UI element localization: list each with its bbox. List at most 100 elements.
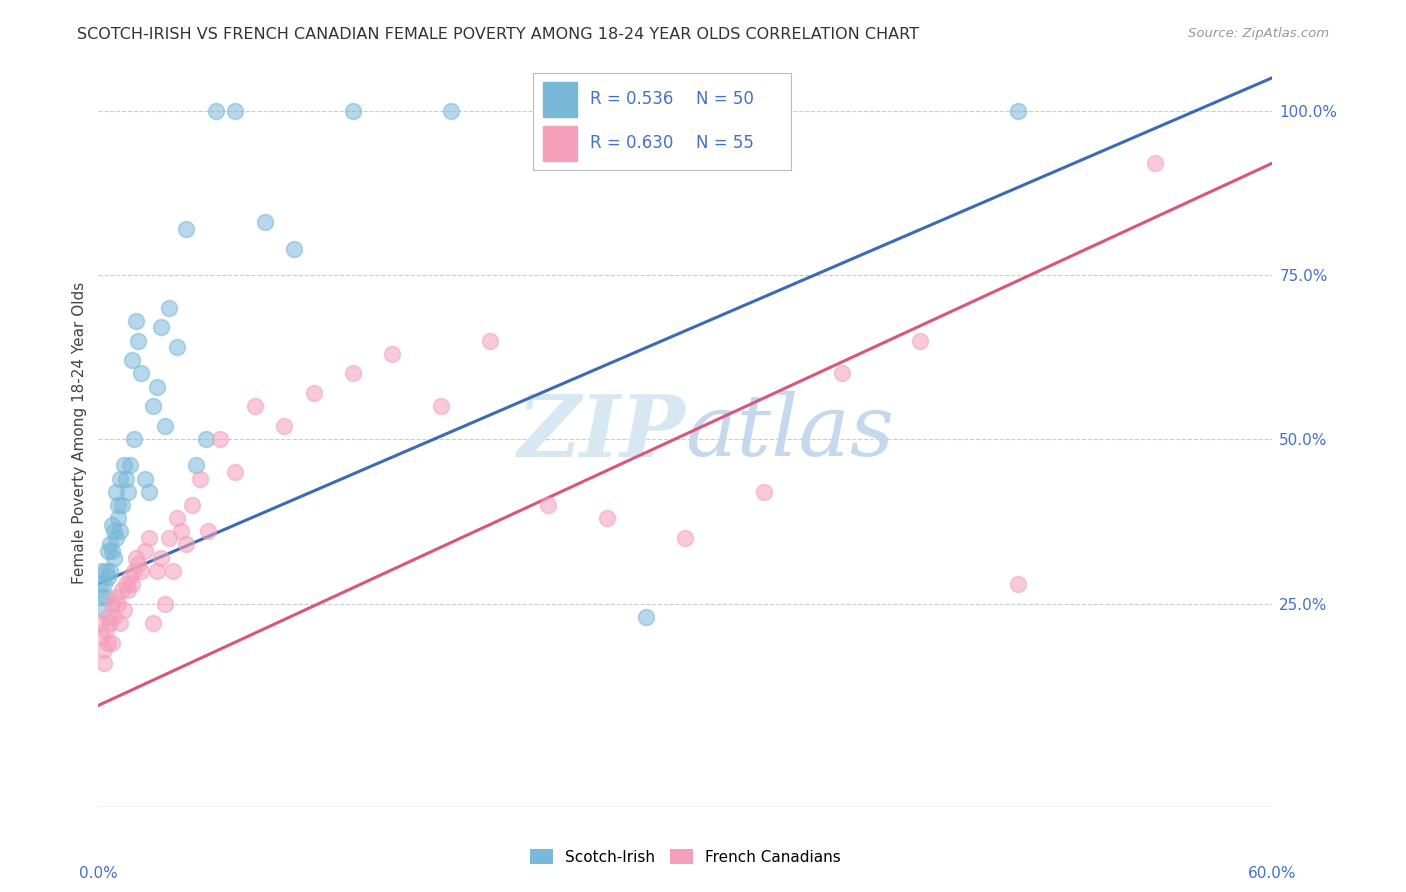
Point bbox=[97, 609, 120, 624]
Point bbox=[89, 616, 111, 631]
Point bbox=[96, 623, 118, 637]
Point bbox=[224, 103, 246, 118]
Point bbox=[108, 524, 131, 539]
Point bbox=[150, 320, 173, 334]
Point bbox=[283, 242, 305, 256]
Point bbox=[831, 367, 853, 381]
Point bbox=[910, 334, 932, 348]
Point bbox=[103, 609, 125, 624]
Text: atlas: atlas bbox=[686, 392, 894, 474]
Point bbox=[114, 472, 136, 486]
Point bbox=[153, 419, 176, 434]
Point bbox=[98, 564, 121, 578]
Point bbox=[197, 524, 219, 539]
Point bbox=[253, 215, 276, 229]
Point bbox=[107, 511, 129, 525]
Point bbox=[127, 334, 149, 348]
Point bbox=[224, 465, 246, 479]
Point bbox=[186, 458, 208, 473]
Point bbox=[342, 103, 364, 118]
Point bbox=[91, 590, 114, 604]
Point bbox=[101, 597, 124, 611]
Point bbox=[138, 531, 160, 545]
Point bbox=[122, 432, 145, 446]
Point bbox=[273, 419, 295, 434]
Point bbox=[157, 301, 180, 315]
Point bbox=[105, 531, 128, 545]
Text: Source: ZipAtlas.com: Source: ZipAtlas.com bbox=[1188, 27, 1329, 40]
Point bbox=[93, 656, 115, 670]
Point bbox=[91, 564, 114, 578]
Point bbox=[121, 353, 143, 368]
Point bbox=[181, 498, 204, 512]
Point bbox=[134, 544, 156, 558]
Point bbox=[101, 544, 124, 558]
Point bbox=[122, 564, 145, 578]
FancyBboxPatch shape bbox=[543, 126, 576, 161]
Point bbox=[1007, 576, 1029, 591]
Point bbox=[153, 597, 176, 611]
Point bbox=[93, 603, 115, 617]
Point bbox=[101, 636, 124, 650]
Point bbox=[89, 576, 111, 591]
Point bbox=[103, 550, 125, 565]
Point bbox=[98, 616, 121, 631]
Text: SCOTCH-IRISH VS FRENCH CANADIAN FEMALE POVERTY AMONG 18-24 YEAR OLDS CORRELATION: SCOTCH-IRISH VS FRENCH CANADIAN FEMALE P… bbox=[77, 27, 920, 42]
Point bbox=[188, 472, 211, 486]
Point bbox=[107, 498, 129, 512]
Legend: Scotch-Irish, French Canadians: Scotch-Irish, French Canadians bbox=[523, 843, 848, 871]
Point bbox=[111, 498, 134, 512]
Point bbox=[108, 472, 131, 486]
Point bbox=[134, 472, 156, 486]
Point bbox=[439, 103, 461, 118]
Point bbox=[118, 458, 141, 473]
Point bbox=[142, 616, 165, 631]
Point bbox=[124, 314, 146, 328]
Point bbox=[97, 544, 120, 558]
Point bbox=[131, 564, 153, 578]
FancyBboxPatch shape bbox=[543, 82, 576, 117]
Point bbox=[91, 629, 114, 643]
Point bbox=[105, 590, 128, 604]
Point bbox=[112, 603, 135, 617]
Text: R = 0.536: R = 0.536 bbox=[589, 90, 673, 108]
Text: ZIP: ZIP bbox=[517, 391, 686, 475]
Point bbox=[93, 642, 115, 657]
Point bbox=[138, 484, 160, 499]
Point bbox=[97, 570, 120, 584]
Point bbox=[430, 400, 453, 414]
Point bbox=[127, 557, 149, 571]
Point bbox=[124, 550, 146, 565]
Point bbox=[150, 550, 173, 565]
Point bbox=[342, 367, 364, 381]
Point bbox=[302, 386, 325, 401]
Point bbox=[146, 379, 169, 393]
Text: R = 0.630: R = 0.630 bbox=[589, 134, 673, 153]
Point bbox=[117, 484, 139, 499]
Point bbox=[97, 636, 120, 650]
Point bbox=[1007, 103, 1029, 118]
Point bbox=[93, 576, 115, 591]
Point bbox=[108, 616, 131, 631]
Point bbox=[142, 400, 165, 414]
Text: N = 55: N = 55 bbox=[696, 134, 754, 153]
Point bbox=[208, 432, 231, 446]
Point bbox=[103, 524, 125, 539]
Point bbox=[112, 458, 135, 473]
Point bbox=[675, 531, 697, 545]
Point bbox=[596, 511, 619, 525]
Point bbox=[114, 576, 136, 591]
Point bbox=[101, 517, 124, 532]
Point bbox=[1144, 156, 1167, 170]
Point bbox=[537, 498, 560, 512]
Point bbox=[205, 103, 228, 118]
Point bbox=[146, 564, 169, 578]
Point bbox=[636, 609, 658, 624]
Point bbox=[105, 484, 128, 499]
Point bbox=[96, 564, 118, 578]
Point bbox=[176, 537, 198, 551]
Point bbox=[166, 340, 188, 354]
Point bbox=[117, 583, 139, 598]
Text: 60.0%: 60.0% bbox=[1249, 866, 1296, 881]
Point bbox=[162, 564, 184, 578]
